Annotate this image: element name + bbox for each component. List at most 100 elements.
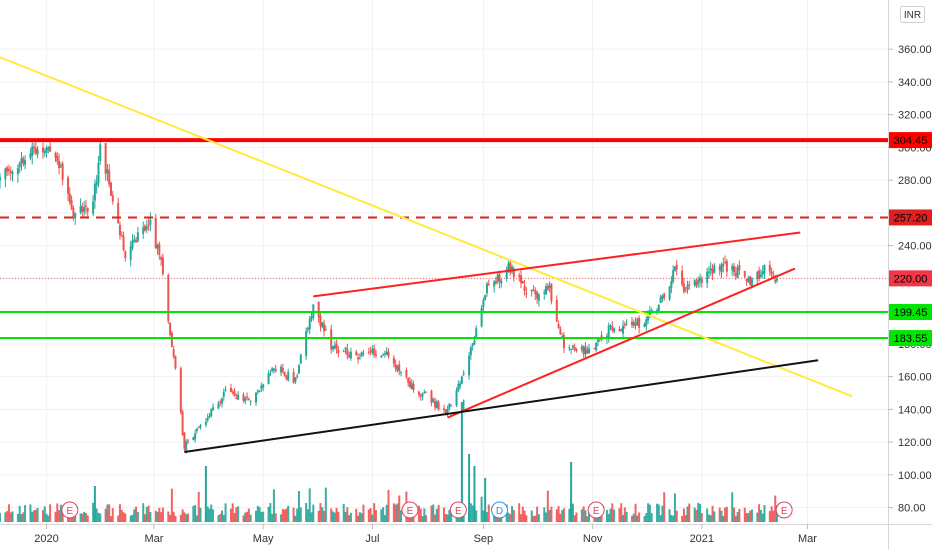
candle-body [271,368,274,372]
candle-body [67,177,70,194]
trendline-lower-wedge[interactable] [447,267,796,419]
volume-bar [622,514,625,522]
volume-bar [31,511,34,522]
volume-bar [348,515,351,522]
volume-bar [575,512,578,522]
candle-body [349,351,352,359]
volume-bar [396,503,399,522]
volume-bar [731,492,734,522]
volume-bar [24,505,27,522]
candle-body [724,262,727,264]
volume-bar [430,505,433,522]
candle-body [244,398,247,402]
candle-body [745,278,748,281]
candle-body [373,348,376,356]
event-marker[interactable]: E [587,501,605,519]
candle-body [630,321,633,326]
trendline-upper-wedge[interactable] [313,231,801,298]
candle-body [111,195,114,202]
candle-body [425,391,428,393]
candle-body [305,331,308,356]
candle-body [469,347,472,356]
volume-bar [643,516,646,522]
volume-bar [319,503,322,522]
candle-body [29,153,32,159]
volume-bar [387,489,390,522]
volume-bar [249,514,252,522]
candle-body [106,169,109,174]
candle-body [713,265,716,273]
candle-body [663,293,666,298]
volume-bar [536,506,539,522]
candle-body [172,349,175,357]
volume-bar [580,509,583,522]
volume-bar [99,513,102,522]
candle-body [210,408,213,416]
trendline-descending[interactable] [0,56,853,398]
volume-bar [555,509,558,522]
candle-body [768,264,771,272]
candle-body [448,403,451,409]
candle-body [593,348,596,350]
candle-body [335,343,338,350]
candle-body [357,357,360,360]
candle-body [756,272,759,279]
event-marker[interactable]: E [775,501,793,519]
candle-body [260,385,263,389]
candle-body [61,163,64,180]
candle-body [693,279,696,286]
volume-bar [169,514,172,522]
volume-bar [233,512,236,522]
event-marker[interactable]: D [491,501,508,519]
candle-body [392,357,395,364]
volume-bar [117,515,120,522]
event-marker[interactable]: E [449,501,467,519]
event-label: E [407,506,414,517]
candle-body [192,437,195,441]
volume-bar [468,454,471,522]
x-tick-label: Mar [798,533,817,545]
candle-body [521,281,524,284]
volume-bar [543,507,546,522]
candle-body [443,408,445,410]
volume-bar [385,504,388,522]
candle-body [559,328,562,335]
candle-body [369,350,372,352]
candle-body [733,266,736,273]
candle-body [647,313,650,321]
event-marker[interactable]: E [401,501,419,519]
volume-bar [355,508,358,522]
candle-body [423,392,426,394]
volume-bar [34,509,37,522]
volume-bar [306,509,309,522]
candle-body [537,294,540,301]
volume-bar [382,507,385,522]
volume-bar [49,504,52,522]
event-marker[interactable]: E [61,501,79,519]
candle-body [480,308,483,327]
y-tick-label: 360.00 [898,44,932,56]
candle-body [355,351,358,356]
candle-body [222,391,225,397]
candle-body [70,200,73,209]
candle-body [546,285,549,290]
volume-bar [586,516,589,522]
volume-bar [272,489,275,522]
volume-bar [588,507,591,522]
candle-body [457,384,460,392]
candle-body [509,262,512,273]
candle-body [623,324,626,326]
volume-bar [648,504,651,522]
volume-bar [634,503,637,522]
volume-bar [337,511,340,522]
candle-body [580,346,583,350]
price-level-label: 257.20 [894,212,928,224]
candle-body [149,219,152,225]
trendline-support[interactable] [184,359,819,453]
volume-bar [437,504,440,522]
volume-bar [219,513,222,522]
candle-body [636,318,639,326]
currency-button[interactable]: INR [900,6,925,23]
